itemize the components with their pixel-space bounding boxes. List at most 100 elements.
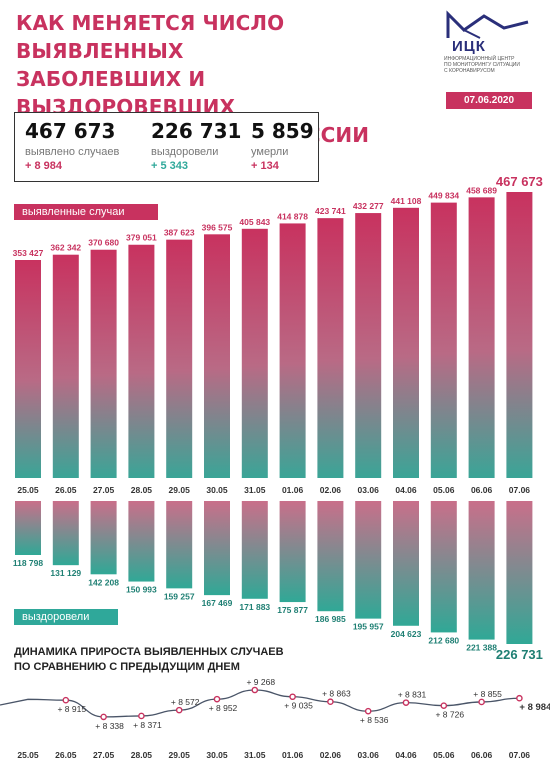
growth-category-label: 26.05 [55,750,77,760]
growth-title-line: ПО СРАВНЕНИЮ С ПРЕДЫДУЩИМ ДНЕМ [14,661,240,673]
cases-bar [166,239,193,478]
date-badge: 07.06.2020 [446,92,532,109]
logo-name: ИЦК [452,38,486,55]
cases-category-label: 29.05 [169,485,191,495]
recovered-bar [128,501,155,582]
cases-value-label: 405 843 [239,217,270,227]
recovered-value-label: 186 985 [315,614,346,624]
cases-bar [241,228,268,478]
growth-point [478,698,485,706]
growth-point [251,686,259,694]
stat-recovered: 226 731 выздоровели + 5 343 [151,119,241,172]
recovered-value-label: 142 208 [88,577,119,587]
growth-category-label: 30.05 [206,750,228,760]
cases-category-label: 06.06 [471,485,493,495]
growth-point [175,706,183,714]
logo-sub-line: С КОРОНАВИРУСОМ [444,68,495,74]
recovered-value-label: 171 883 [239,602,270,612]
recovered-legend-label: выздоровели [14,609,118,625]
growth-category-label: 28.05 [131,750,153,760]
recovered-bar [317,501,344,612]
logo-sub-line: ИНФОРМАЦИОННЫЙ ЦЕНТР [444,56,515,62]
cases-bar [204,234,230,478]
stat-label: умерли [251,146,289,158]
title-line: КАК МЕНЯЕТСЯ ЧИСЛО ВЫЯВЛЕННЫХ [16,11,285,63]
stat-cases: 467 673 выявлено случаев + 8 984 [25,119,119,172]
growth-category-label: 25.05 [17,750,39,760]
recovered-bar [506,501,533,644]
cases-bar [506,192,533,478]
cases-category-label: 26.05 [55,485,77,495]
cases-value-label: 467 673 [496,174,543,189]
cases-value-label: 441 108 [391,196,422,206]
recovered-value-label: 118 798 [13,558,44,568]
growth-category-label: 01.06 [282,750,304,760]
cases-bar [128,244,155,478]
cases-legend-label: выявленные случаи [14,204,158,220]
growth-category-label: 29.05 [169,750,191,760]
growth-point [516,694,523,702]
cases-value-label: 414 878 [277,211,308,221]
recovered-bar [241,501,268,599]
growth-category-label: 27.05 [93,750,115,760]
cases-category-label: 01.06 [282,485,304,495]
cases-value-label: 370 680 [88,238,119,248]
recovered-bar [430,501,457,633]
recovered-bar [393,501,419,626]
growth-category-label: 06.06 [471,750,493,760]
recovered-bar [279,501,306,603]
cases-value-label: 387 623 [164,228,195,238]
recovered-value-label: 221 388 [466,643,497,653]
recovered-bar [468,501,495,640]
logo-subtitle: ИНФОРМАЦИОННЫЙ ЦЕНТР ПО МОНИТОРИНГУ СИТУ… [444,56,544,74]
recovered-value-label: 150 993 [126,585,157,595]
cases-value-label: 423 741 [315,206,346,216]
cases-value-label: 396 575 [202,222,233,232]
growth-value-label: + 8 536 [360,715,389,725]
cases-bar [393,207,419,478]
stat-label: выявлено случаев [25,146,120,158]
growth-value-label: + 8 915 [57,704,86,714]
growth-category-label: 02.06 [320,750,342,760]
cases-bar [355,213,382,479]
recovered-bar [204,501,230,596]
cases-category-label: 25.05 [17,485,39,495]
growth-value-label: + 9 268 [246,677,275,687]
growth-value-label: + 8 984 [519,702,550,713]
growth-point [402,699,410,706]
growth-category-label: 05.06 [433,750,455,760]
recovered-bar [166,501,193,589]
growth-value-label: + 8 863 [322,689,351,699]
growth-point [100,713,107,721]
stat-value: 5 859 [251,119,314,143]
recovered-value-label: 131 129 [50,568,81,578]
stat-value: 226 731 [151,119,242,143]
recovered-value-label: 175 877 [277,605,308,615]
growth-value-label: + 8 338 [95,721,124,731]
stat-delta: + 134 [251,160,279,172]
growth-value-label: + 8 831 [398,690,427,700]
cases-value-label: 353 427 [13,248,44,258]
growth-value-label: + 8 952 [209,703,238,713]
cases-category-label: 31.05 [244,485,266,495]
cases-category-label: 03.06 [358,485,380,495]
cases-category-label: 05.06 [433,485,455,495]
cases-bar [317,218,344,478]
growth-point [213,695,221,703]
recovered-bar [90,501,117,575]
logo-icon [446,10,529,39]
cases-category-label: 04.06 [395,485,417,495]
cases-bar [52,254,79,478]
cases-category-label: 30.05 [206,485,228,495]
growth-value-label: + 8 726 [435,710,464,720]
growth-chart-title: ДИНАМИКА ПРИРОСТА ВЫЯВЛЕННЫХ СЛУЧАЕВ ПО … [14,645,284,675]
cases-value-label: 458 689 [466,185,497,195]
recovered-value-label: 167 469 [202,598,233,608]
cases-category-label: 02.06 [320,485,342,495]
growth-value-label: + 8 572 [171,697,200,707]
cases-bar [279,223,306,478]
recovered-value-label: 195 957 [353,622,384,632]
growth-point [364,707,372,715]
recovered-value-label: 159 257 [164,591,195,601]
